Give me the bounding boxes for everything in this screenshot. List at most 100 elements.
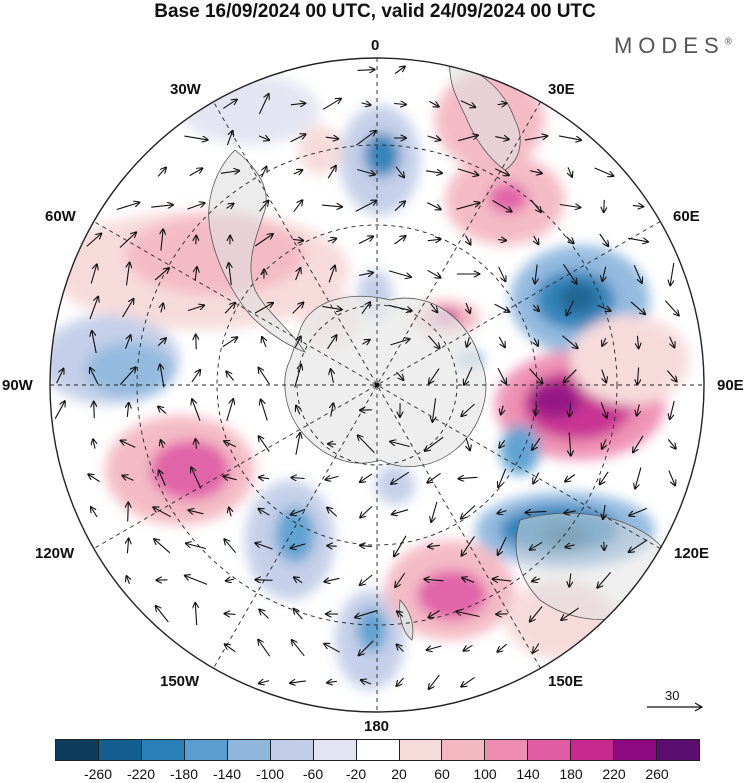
wind-vector xyxy=(151,205,173,207)
wind-vector xyxy=(534,337,538,346)
wind-vector xyxy=(602,266,605,281)
wind-vector xyxy=(292,239,303,240)
wind-vector xyxy=(497,103,507,104)
wind-vector xyxy=(530,606,543,622)
wind-vector xyxy=(427,202,440,210)
wind-vector xyxy=(322,99,341,110)
wind-vector xyxy=(92,331,97,354)
wind-vector xyxy=(534,235,539,244)
wind-vector xyxy=(157,168,166,177)
wind-vector xyxy=(259,610,269,619)
wind-vector xyxy=(462,536,475,555)
wind-vector xyxy=(291,508,306,514)
wind-vector xyxy=(501,405,503,415)
wind-vector xyxy=(327,166,336,179)
wind-vector xyxy=(161,440,164,448)
wind-vector xyxy=(562,263,576,283)
wind-vector xyxy=(122,299,134,318)
wind-vector xyxy=(427,335,439,349)
wind-vector xyxy=(635,467,642,489)
colorbar-tick-label: -100 xyxy=(255,766,285,782)
wind-vector xyxy=(357,70,375,71)
colorbar-swatch xyxy=(485,740,529,760)
wind-vector xyxy=(397,611,404,616)
colorbar-swatch xyxy=(56,740,99,760)
wind-vector xyxy=(460,100,475,107)
wind-vector xyxy=(361,302,370,315)
wind-vector xyxy=(360,506,373,518)
wind-vector xyxy=(225,614,236,615)
wind-vector xyxy=(535,264,537,284)
wind-vector xyxy=(565,474,576,482)
wind-vector xyxy=(357,168,375,175)
wind-vector xyxy=(426,171,442,173)
wind-vector xyxy=(154,268,169,281)
wind-vector xyxy=(358,273,373,276)
wind-vector xyxy=(192,399,201,421)
wind-vector xyxy=(222,337,237,348)
wind-vector xyxy=(466,302,470,313)
wind-vector xyxy=(291,543,306,548)
wind-vector xyxy=(425,579,444,581)
wind-vector xyxy=(226,399,233,422)
wind-vector xyxy=(637,335,638,348)
wind-vector xyxy=(432,398,435,421)
lon-label-90w: 90W xyxy=(2,377,33,394)
wind-vector xyxy=(670,400,675,419)
colorbar-tick-label: -140 xyxy=(212,766,242,782)
wind-vector xyxy=(637,367,638,385)
colorbar-swatch xyxy=(528,740,572,760)
reference-arrow-icon xyxy=(647,702,704,712)
wind-vector xyxy=(222,100,236,109)
wind-vector xyxy=(562,335,577,348)
wind-vector xyxy=(358,236,373,245)
wind-vector xyxy=(326,476,339,479)
wind-vector xyxy=(229,263,232,286)
wind-vector xyxy=(159,470,166,486)
wind-vector xyxy=(196,335,197,350)
wind-vector xyxy=(127,263,130,286)
wind-vector xyxy=(459,477,478,478)
wind-vector xyxy=(195,267,197,281)
colorbar xyxy=(55,739,700,761)
wind-vector xyxy=(121,441,136,448)
wind-vector xyxy=(391,471,410,484)
wind-vector xyxy=(196,236,197,245)
colorbar-tick-label: -60 xyxy=(302,766,324,782)
wind-vector xyxy=(226,204,234,209)
wind-vector xyxy=(184,135,207,140)
wind-vector xyxy=(322,205,342,207)
wind-vector xyxy=(88,474,100,483)
wind-vector xyxy=(361,680,372,684)
wind-vector xyxy=(127,576,130,585)
wind-vector xyxy=(603,504,605,519)
wind-vector xyxy=(494,168,509,175)
colorbar-swatch xyxy=(227,740,271,760)
wind-vector xyxy=(259,477,270,478)
wind-vector xyxy=(461,403,475,416)
wind-vector xyxy=(458,135,478,142)
wind-vector xyxy=(532,304,539,311)
wind-vector xyxy=(561,607,580,620)
wind-vector xyxy=(495,137,508,140)
wind-vector xyxy=(498,511,507,514)
wind-vector xyxy=(604,199,605,212)
wind-vector xyxy=(569,573,571,586)
wind-vector xyxy=(54,401,65,419)
wind-vector xyxy=(632,205,643,206)
colorbar-swatch xyxy=(571,740,615,760)
wind-vector xyxy=(397,677,404,686)
reference-vector: 30 xyxy=(645,688,705,718)
wind-vector xyxy=(91,507,98,518)
wind-vector xyxy=(294,365,301,388)
colorbar-swatch xyxy=(399,740,443,760)
wind-vector xyxy=(497,368,506,383)
colorbar-tick-label: 260 xyxy=(645,766,669,782)
wind-vector xyxy=(224,539,237,554)
wind-vector xyxy=(429,100,438,106)
wind-vector xyxy=(594,167,614,176)
wind-vector xyxy=(395,572,406,587)
wind-vector xyxy=(466,437,470,450)
wind-vector xyxy=(220,171,239,174)
wind-vector xyxy=(327,239,336,242)
